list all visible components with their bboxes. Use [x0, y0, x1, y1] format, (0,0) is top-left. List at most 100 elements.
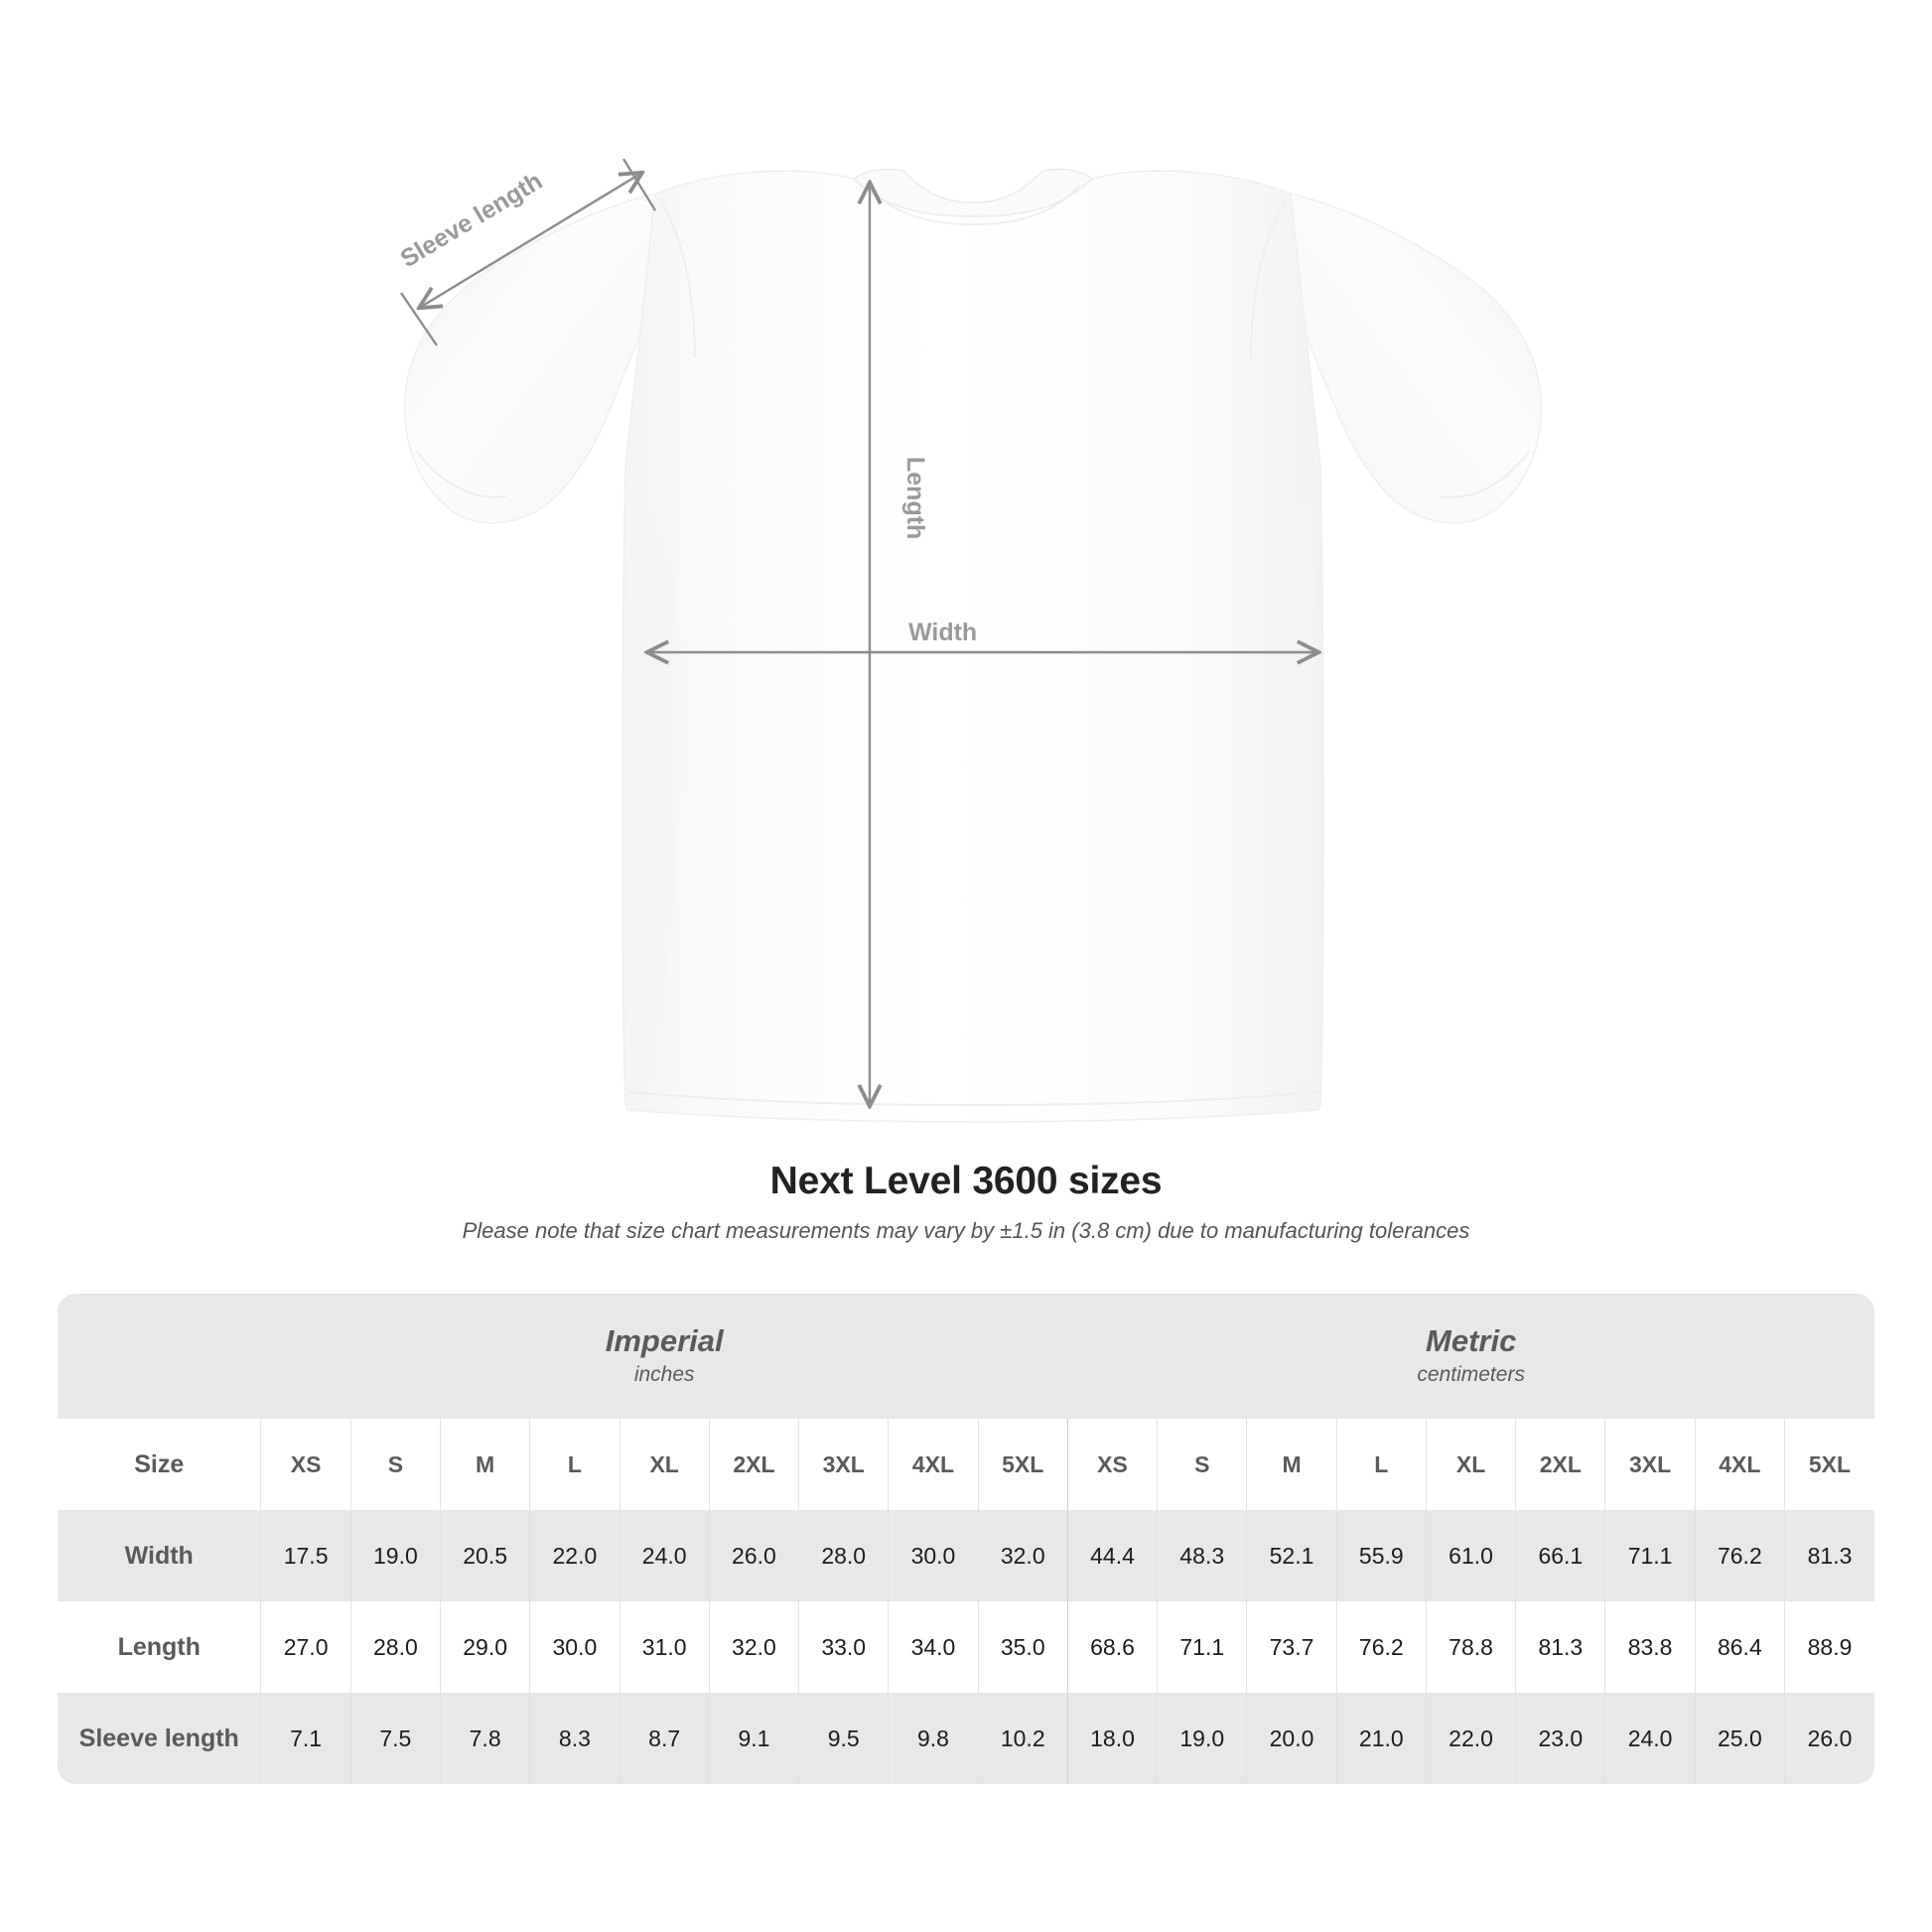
cell-width-metric-5xl: 81.3 [1783, 1510, 1874, 1601]
cell-sleeve-length-imperial-m: 7.8 [439, 1693, 530, 1784]
unit-banner-row: Imperial inches Metric centimeters [58, 1294, 1874, 1419]
size-header-imperial-xs: XS [260, 1419, 351, 1510]
cell-length-metric-3xl: 83.8 [1604, 1601, 1696, 1693]
cell-sleeve-length-imperial-5xl: 10.2 [977, 1693, 1068, 1784]
cell-sleeve-length-imperial-l: 8.3 [529, 1693, 621, 1784]
unit-name: Imperial [605, 1322, 724, 1358]
tshirt-illustration: Sleeve length Length Width [396, 158, 1543, 1123]
unit-header-imperial: Imperial inches [260, 1294, 1068, 1419]
cell-sleeve-length-metric-5xl: 26.0 [1783, 1693, 1874, 1784]
cell-length-metric-4xl: 86.4 [1694, 1601, 1785, 1693]
cell-width-imperial-xs: 17.5 [260, 1510, 351, 1601]
unit-subtitle: inches [633, 1362, 695, 1386]
cell-length-metric-2xl: 81.3 [1515, 1601, 1605, 1693]
cell-sleeve-length-metric-xl: 22.0 [1425, 1693, 1516, 1784]
cell-sleeve-length-imperial-4xl: 9.8 [888, 1693, 979, 1784]
cell-width-metric-s: 48.3 [1157, 1510, 1247, 1601]
tshirt-collar-inner-seam [865, 184, 1081, 226]
table-row-sleeve-length: Sleeve length 7.1 7.5 7.8 8.3 8.7 9.1 9.5 9.8 10.… [58, 1693, 1874, 1784]
tshirt-right-sleeve [1290, 192, 1543, 524]
cell-length-imperial-5xl: 35.0 [977, 1601, 1068, 1693]
cell-sleeve-length-metric-m: 20.0 [1246, 1693, 1337, 1784]
sleeve-length-tick-end [621, 158, 657, 211]
cell-sleeve-length-imperial-3xl: 9.5 [798, 1693, 889, 1784]
cell-width-metric-m: 52.1 [1246, 1510, 1337, 1601]
cell-length-imperial-xl: 31.0 [619, 1601, 710, 1693]
table-row-width: Width 17.5 19.0 20.5 22.0 24.0 26.0 28.0 30.0 32.… [58, 1510, 1874, 1601]
cell-width-metric-xs: 44.4 [1066, 1510, 1158, 1601]
size-table-container: Imperial inches Metric centimeters Size XS S M L… [58, 1294, 1874, 1784]
cell-sleeve-length-imperial-xs: 7.1 [260, 1693, 351, 1784]
cell-sleeve-length-metric-4xl: 25.0 [1694, 1693, 1785, 1784]
size-header-row: Size XS S M L XL 2XL 3XL 4XL 5XL XS S M L XL 2XL 3XL 4XL 5… [58, 1419, 1874, 1510]
cell-width-metric-xl: 61.0 [1425, 1510, 1516, 1601]
cell-sleeve-length-metric-xs: 18.0 [1066, 1693, 1158, 1784]
size-header-metric-l: L [1335, 1419, 1427, 1510]
tshirt-shoulder-seam-left [659, 198, 696, 358]
tolerance-note: Please note that size chart measurements… [462, 1217, 1470, 1243]
size-header-metric-5xl: 5XL [1783, 1419, 1874, 1510]
size-header-metric-xs: XS [1066, 1419, 1158, 1510]
size-header-metric-4xl: 4XL [1694, 1419, 1785, 1510]
cell-width-metric-2xl: 66.1 [1515, 1510, 1605, 1601]
table-row-length: Length 27.0 28.0 29.0 30.0 31.0 32.0 33.0 34.0 35… [58, 1601, 1874, 1693]
cell-sleeve-length-metric-3xl: 24.0 [1604, 1693, 1696, 1784]
table-corner-cell [58, 1294, 261, 1419]
size-header-imperial-2xl: 2XL [708, 1419, 799, 1510]
cell-width-imperial-3xl: 28.0 [798, 1510, 889, 1601]
cell-width-metric-4xl: 76.2 [1694, 1510, 1785, 1601]
cell-width-imperial-xl: 24.0 [619, 1510, 710, 1601]
size-header-imperial-xl: XL [619, 1419, 710, 1510]
cell-sleeve-length-imperial-xl: 8.7 [619, 1693, 710, 1784]
cell-length-metric-l: 76.2 [1335, 1601, 1427, 1693]
cell-length-metric-5xl: 88.9 [1783, 1601, 1874, 1693]
cell-length-imperial-2xl: 32.0 [708, 1601, 799, 1693]
cell-width-metric-3xl: 71.1 [1604, 1510, 1696, 1601]
cell-length-metric-s: 71.1 [1157, 1601, 1247, 1693]
tshirt-bottom-hem [626, 1091, 1319, 1107]
cell-width-imperial-l: 22.0 [529, 1510, 621, 1601]
size-header-label: Size [58, 1419, 261, 1510]
tshirt-body [621, 170, 1324, 1123]
size-header-imperial-m: M [439, 1419, 530, 1510]
cell-length-metric-m: 73.7 [1246, 1601, 1337, 1693]
tshirt-sleeve-hem-left [416, 451, 507, 498]
cell-length-metric-xl: 78.8 [1425, 1601, 1516, 1693]
cell-width-metric-l: 55.9 [1335, 1510, 1427, 1601]
size-header-metric-s: S [1157, 1419, 1247, 1510]
cell-sleeve-length-imperial-2xl: 9.1 [708, 1693, 799, 1784]
size-header-metric-2xl: 2XL [1515, 1419, 1605, 1510]
cell-length-imperial-3xl: 33.0 [798, 1601, 889, 1693]
cell-length-metric-xs: 68.6 [1066, 1601, 1158, 1693]
size-header-imperial-3xl: 3XL [798, 1419, 889, 1510]
cell-width-imperial-2xl: 26.0 [708, 1510, 799, 1601]
cell-length-imperial-xs: 27.0 [260, 1601, 351, 1693]
cell-length-imperial-m: 29.0 [439, 1601, 530, 1693]
cell-sleeve-length-metric-2xl: 23.0 [1515, 1693, 1605, 1784]
size-header-imperial-l: L [529, 1419, 621, 1510]
length-label: Length [901, 457, 929, 539]
cell-sleeve-length-imperial-s: 7.5 [349, 1693, 441, 1784]
size-header-imperial-5xl: 5XL [977, 1419, 1068, 1510]
row-label-length: Length [58, 1601, 261, 1693]
cell-length-imperial-s: 28.0 [349, 1601, 441, 1693]
tshirt-sleeve-hem-right [1439, 451, 1530, 498]
cell-width-imperial-4xl: 30.0 [888, 1510, 979, 1601]
unit-header-metric: Metric centimeters [1067, 1294, 1874, 1419]
unit-name: Metric [1426, 1322, 1517, 1358]
tshirt-shoulder-seam-right [1250, 198, 1287, 358]
size-header-metric-xl: XL [1425, 1419, 1516, 1510]
size-header-imperial-s: S [349, 1419, 441, 1510]
sleeve-length-tick-start [400, 292, 438, 346]
size-header-metric-m: M [1246, 1419, 1337, 1510]
cell-length-imperial-4xl: 34.0 [888, 1601, 979, 1693]
cell-width-imperial-m: 20.5 [439, 1510, 530, 1601]
cell-width-imperial-5xl: 32.0 [977, 1510, 1068, 1601]
page-title: Next Level 3600 sizes [769, 1160, 1163, 1202]
unit-subtitle: centimeters [1417, 1362, 1525, 1386]
width-label: Width [908, 619, 977, 646]
width-dimension: Width [649, 619, 1316, 652]
title-block: Next Level 3600 sizes Please note that s… [0, 1160, 1932, 1244]
row-label-width: Width [58, 1510, 261, 1601]
